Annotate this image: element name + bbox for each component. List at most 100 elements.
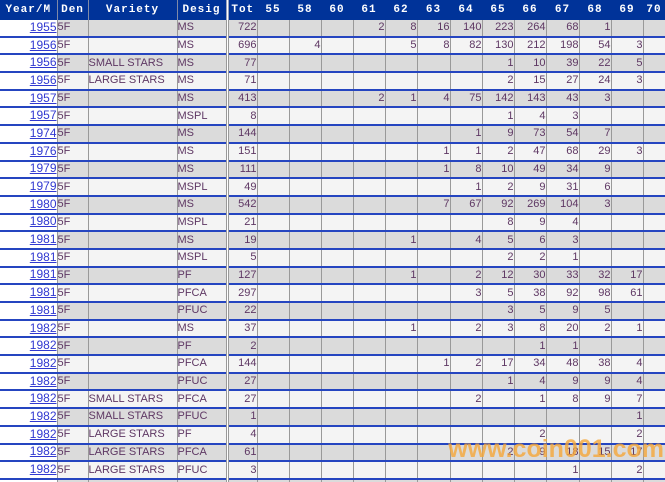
grade-62-cell: 1 — [384, 89, 417, 109]
year-link[interactable]: 1982 — [29, 444, 57, 459]
grade-64-cell: 2 — [449, 266, 482, 286]
grade-58-cell — [288, 160, 321, 180]
grade-58-cell: 4 — [288, 36, 321, 56]
year-link[interactable]: 1983 — [30, 480, 57, 482]
grade-67-cell: 34 — [545, 160, 579, 180]
grade-63-cell — [416, 390, 450, 410]
variety-cell — [87, 125, 177, 144]
year-cell: 1982 — [0, 461, 57, 480]
table-row: 1982 5F MS 37 1 2 3 8 20 2 1 — [0, 319, 665, 339]
grade-61-cell — [352, 337, 385, 357]
year-link[interactable]: 1982 — [29, 355, 57, 370]
grade-68-cell: 15 — [578, 443, 611, 463]
table-row: 1982 5F PFCA 144 1 2 17 34 48 38 4 — [0, 355, 665, 374]
grade-65-cell — [481, 337, 514, 357]
grade-66-cell: 1 — [513, 337, 546, 357]
grade-67-cell: 54 — [545, 125, 579, 144]
year-link[interactable]: 1956 — [29, 37, 57, 52]
year-link[interactable]: 1956 — [29, 72, 57, 87]
grade-60-cell — [320, 178, 353, 197]
grade-55-cell — [256, 337, 289, 357]
grade-63-cell — [416, 125, 450, 144]
den-cell: 5F — [56, 425, 88, 445]
grade-55-cell — [256, 107, 289, 127]
grade-69-cell — [610, 248, 643, 268]
year-link[interactable]: 1979 — [29, 161, 57, 176]
grade-68-cell: 38 — [578, 355, 611, 374]
year-link[interactable]: 1979 — [29, 179, 57, 194]
table-row: 1982 5F SMALL STARS PFCA 27 2 1 8 9 7 — [0, 390, 665, 410]
year-link[interactable]: 1982 — [29, 391, 57, 406]
year-link[interactable]: 1981 — [29, 285, 57, 300]
grade-70-cell — [642, 160, 665, 180]
variety-cell — [87, 195, 177, 215]
grade-65-cell: 223 — [481, 20, 514, 38]
grade-70-cell — [642, 478, 665, 482]
grade-68-cell: 98 — [578, 284, 611, 303]
grade-70-cell — [642, 266, 665, 286]
grade-55-cell — [256, 89, 289, 109]
grade-60-cell — [320, 302, 353, 321]
grade-67-cell: 1 — [545, 461, 579, 480]
grade-64-cell: 1 — [449, 178, 482, 197]
grade-66-cell: 10 — [513, 54, 546, 74]
year-link[interactable]: 1956 — [29, 55, 57, 70]
variety-cell: LARGE STARS — [87, 443, 177, 463]
year-cell: 1982 — [0, 425, 57, 445]
grade-68-cell — [578, 107, 611, 127]
grade-62-cell — [384, 461, 417, 480]
year-link[interactable]: 1982 — [29, 338, 57, 353]
year-link[interactable]: 1980 — [29, 196, 57, 211]
year-link[interactable]: 1957 — [29, 108, 57, 123]
grade-66-cell: 2 — [513, 248, 546, 268]
grade-66-cell: 15 — [513, 72, 546, 91]
year-link[interactable]: 1955 — [29, 20, 57, 34]
year-link[interactable]: 1982 — [29, 426, 57, 441]
year-link[interactable]: 1981 — [29, 302, 57, 317]
year-link[interactable]: 1981 — [29, 267, 57, 282]
grade-68-cell: 54 — [578, 36, 611, 56]
grade-60-cell — [320, 160, 353, 180]
year-link[interactable]: 1981 — [29, 232, 57, 247]
grade-55-cell — [256, 408, 289, 427]
grade-61-cell — [352, 425, 385, 445]
year-link[interactable]: 1982 — [29, 373, 57, 388]
desig-cell: PF — [176, 337, 227, 357]
year-link[interactable]: 1976 — [29, 143, 57, 158]
total-cell: 144 — [225, 125, 257, 144]
total-cell: 413 — [225, 89, 257, 109]
grade-63-cell: 1 — [416, 160, 450, 180]
grade-66-cell: 8 — [513, 319, 546, 339]
grade-55-cell — [256, 195, 289, 215]
year-link[interactable]: 1982 — [29, 462, 57, 477]
grade-60-cell — [320, 319, 353, 339]
grade-65-cell — [481, 461, 514, 480]
variety-cell: SMALL STARS — [87, 390, 177, 410]
grade-58-cell — [288, 89, 321, 109]
year-link[interactable]: 1957 — [29, 90, 57, 105]
grade-67-cell: 39 — [545, 54, 579, 74]
table-row: 1979 5F MSPL 49 1 2 9 31 6 — [0, 178, 665, 197]
grade-55-cell — [256, 390, 289, 410]
table-row: 19835FMS32112212113 — [0, 478, 665, 482]
grade-65-cell: 92 — [481, 195, 514, 215]
variety-cell — [87, 284, 177, 303]
den-cell: 5F — [56, 178, 88, 197]
total-cell: 71 — [225, 72, 257, 91]
grade-55-cell — [256, 54, 289, 74]
grade-63-cell — [416, 178, 450, 197]
year-link[interactable]: 1974 — [29, 125, 57, 140]
grade-58-cell — [288, 461, 321, 480]
grade-70-cell — [642, 408, 665, 427]
column-header-58: 58 — [289, 0, 321, 20]
year-link[interactable]: 1981 — [29, 249, 57, 264]
year-link[interactable]: 1982 — [29, 408, 57, 423]
grade-58-cell — [288, 72, 321, 91]
grade-70-cell — [642, 213, 665, 233]
year-cell: 1983 — [0, 478, 57, 482]
den-cell: 5F — [56, 213, 88, 233]
variety-cell — [87, 20, 177, 38]
year-link[interactable]: 1982 — [29, 320, 57, 335]
year-link[interactable]: 1980 — [29, 214, 57, 229]
